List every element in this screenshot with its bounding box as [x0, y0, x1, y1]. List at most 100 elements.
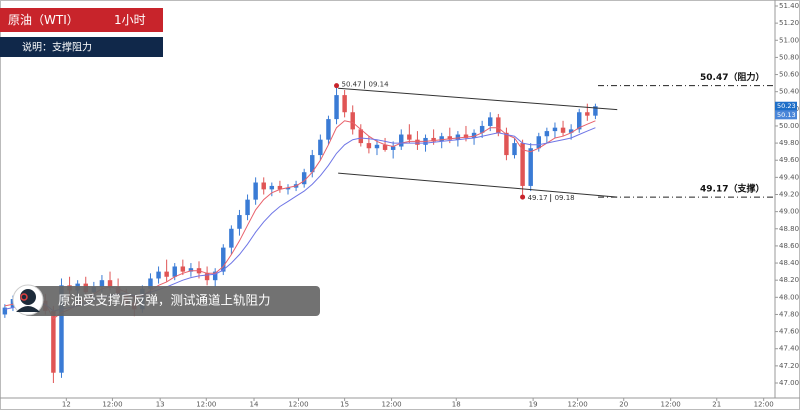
y-tick-label: 48.20 — [779, 276, 799, 284]
candle-body — [229, 228, 234, 248]
y-tick-label: 48.60 — [779, 242, 799, 250]
x-tick-label: 12 — [62, 401, 71, 409]
y-tick-label: 49.00 — [779, 208, 799, 216]
timeframe: 1小时 — [114, 13, 146, 27]
y-tick-label: 51.00 — [779, 36, 799, 44]
candle-body — [512, 143, 517, 156]
candle-body — [415, 139, 420, 145]
candle-body — [463, 134, 469, 138]
candle-body — [310, 155, 315, 173]
y-tick-label: 47.40 — [779, 345, 799, 353]
candle-body — [390, 146, 396, 150]
price-tag — [775, 101, 797, 111]
candle-body — [407, 134, 412, 140]
candle-body — [301, 172, 307, 185]
candle-body — [334, 95, 339, 120]
x-tick-label: 12:00 — [661, 401, 681, 409]
candle-body — [577, 112, 582, 130]
candle-body — [253, 182, 258, 200]
candle-body — [520, 143, 525, 186]
x-tick-label: 12:00 — [102, 401, 122, 409]
plot: 47.00 47.20 47.40 47.60 47.80 48.00 48.20 48.40… — [2, 2, 799, 409]
y-tick-label: 47.60 — [779, 328, 799, 336]
candle-body — [188, 268, 194, 272]
candle-body — [496, 117, 501, 133]
extreme-dot — [334, 83, 340, 89]
note: 原油受支撑后反弹，测试通道上轨阻力 — [12, 284, 320, 316]
x-tick-label: 18 — [452, 401, 461, 409]
price-tag-label: 50.13 — [777, 111, 796, 119]
extreme-value: 49.17 — [528, 194, 548, 202]
subtitle-box — [0, 37, 163, 57]
x-tick-label: 15 — [340, 401, 349, 409]
y-tick-label: 49.40 — [779, 173, 799, 181]
candle-body — [439, 136, 444, 142]
candle-body — [2, 307, 8, 315]
header: 原油（WTI） 1小时 说明：支撑阻力 — [0, 8, 163, 57]
y-tick-label: 47.00 — [779, 379, 799, 387]
candle-body — [447, 136, 453, 140]
candle-body — [544, 131, 550, 137]
candle-body — [488, 117, 493, 126]
x-tick-label: 20 — [619, 401, 628, 409]
candle-body — [471, 132, 477, 138]
level-label: 49.17（支撑） — [700, 183, 764, 195]
candle-body — [245, 199, 250, 216]
candle-body — [59, 285, 64, 373]
y-tick-label: 50.60 — [779, 71, 799, 79]
candle-body — [156, 271, 161, 279]
candle-body — [528, 148, 533, 186]
avatar-head — [20, 289, 36, 305]
subtitle: 说明：支撑阻力 — [22, 41, 92, 54]
y-tick-label: 51.40 — [779, 2, 799, 10]
candle-body — [350, 112, 355, 130]
candle-body — [374, 144, 380, 149]
candle-body — [318, 139, 323, 156]
extreme-time: 09.18 — [555, 194, 575, 202]
y-tick-label: 49.20 — [779, 191, 799, 199]
extreme-time: 09.14 — [369, 81, 390, 89]
candle-body — [261, 182, 266, 190]
candle-body — [277, 185, 283, 190]
x-tick-label: 13 — [156, 401, 165, 409]
candle-body — [285, 187, 291, 190]
x-tick-label: 12:00 — [288, 401, 308, 409]
level-label: 50.47（阻力） — [700, 71, 764, 83]
candle-body — [172, 266, 177, 277]
y-tick-label: 48.00 — [779, 293, 799, 301]
candle-body — [99, 280, 105, 288]
candle-body — [593, 106, 598, 116]
candle-body — [237, 215, 242, 229]
candle-body — [269, 185, 275, 190]
extreme-dot — [520, 194, 526, 200]
y-tick-label: 49.60 — [779, 156, 799, 164]
price-tag-label: 50.23 — [777, 102, 796, 110]
y-tick-label: 48.40 — [779, 259, 799, 267]
candle-body — [164, 271, 169, 277]
candle-body — [148, 278, 153, 289]
candle-body — [204, 273, 210, 281]
candle-body — [51, 311, 56, 373]
candle-body — [455, 134, 461, 140]
y-tick-label: 47.20 — [779, 362, 799, 370]
y-tick-label: 49.80 — [779, 139, 799, 147]
price-tag — [775, 110, 797, 120]
x-tick-label: 19 — [529, 401, 538, 409]
x-tick-label: 12:00 — [754, 401, 774, 409]
y-tick-label: 50.40 — [779, 88, 799, 96]
candle-body — [479, 125, 485, 133]
candle-body — [326, 119, 331, 140]
channel-line — [338, 172, 618, 198]
extreme-value: 50.47 — [342, 81, 362, 89]
candle-body — [560, 127, 566, 133]
candle-body — [212, 271, 218, 281]
note-box — [24, 286, 320, 316]
candle-body — [221, 247, 226, 272]
title-box — [0, 8, 163, 32]
candle-body — [107, 280, 113, 288]
candle-body — [431, 137, 436, 142]
candle-body — [358, 129, 364, 144]
title: 原油（WTI） — [8, 13, 79, 27]
